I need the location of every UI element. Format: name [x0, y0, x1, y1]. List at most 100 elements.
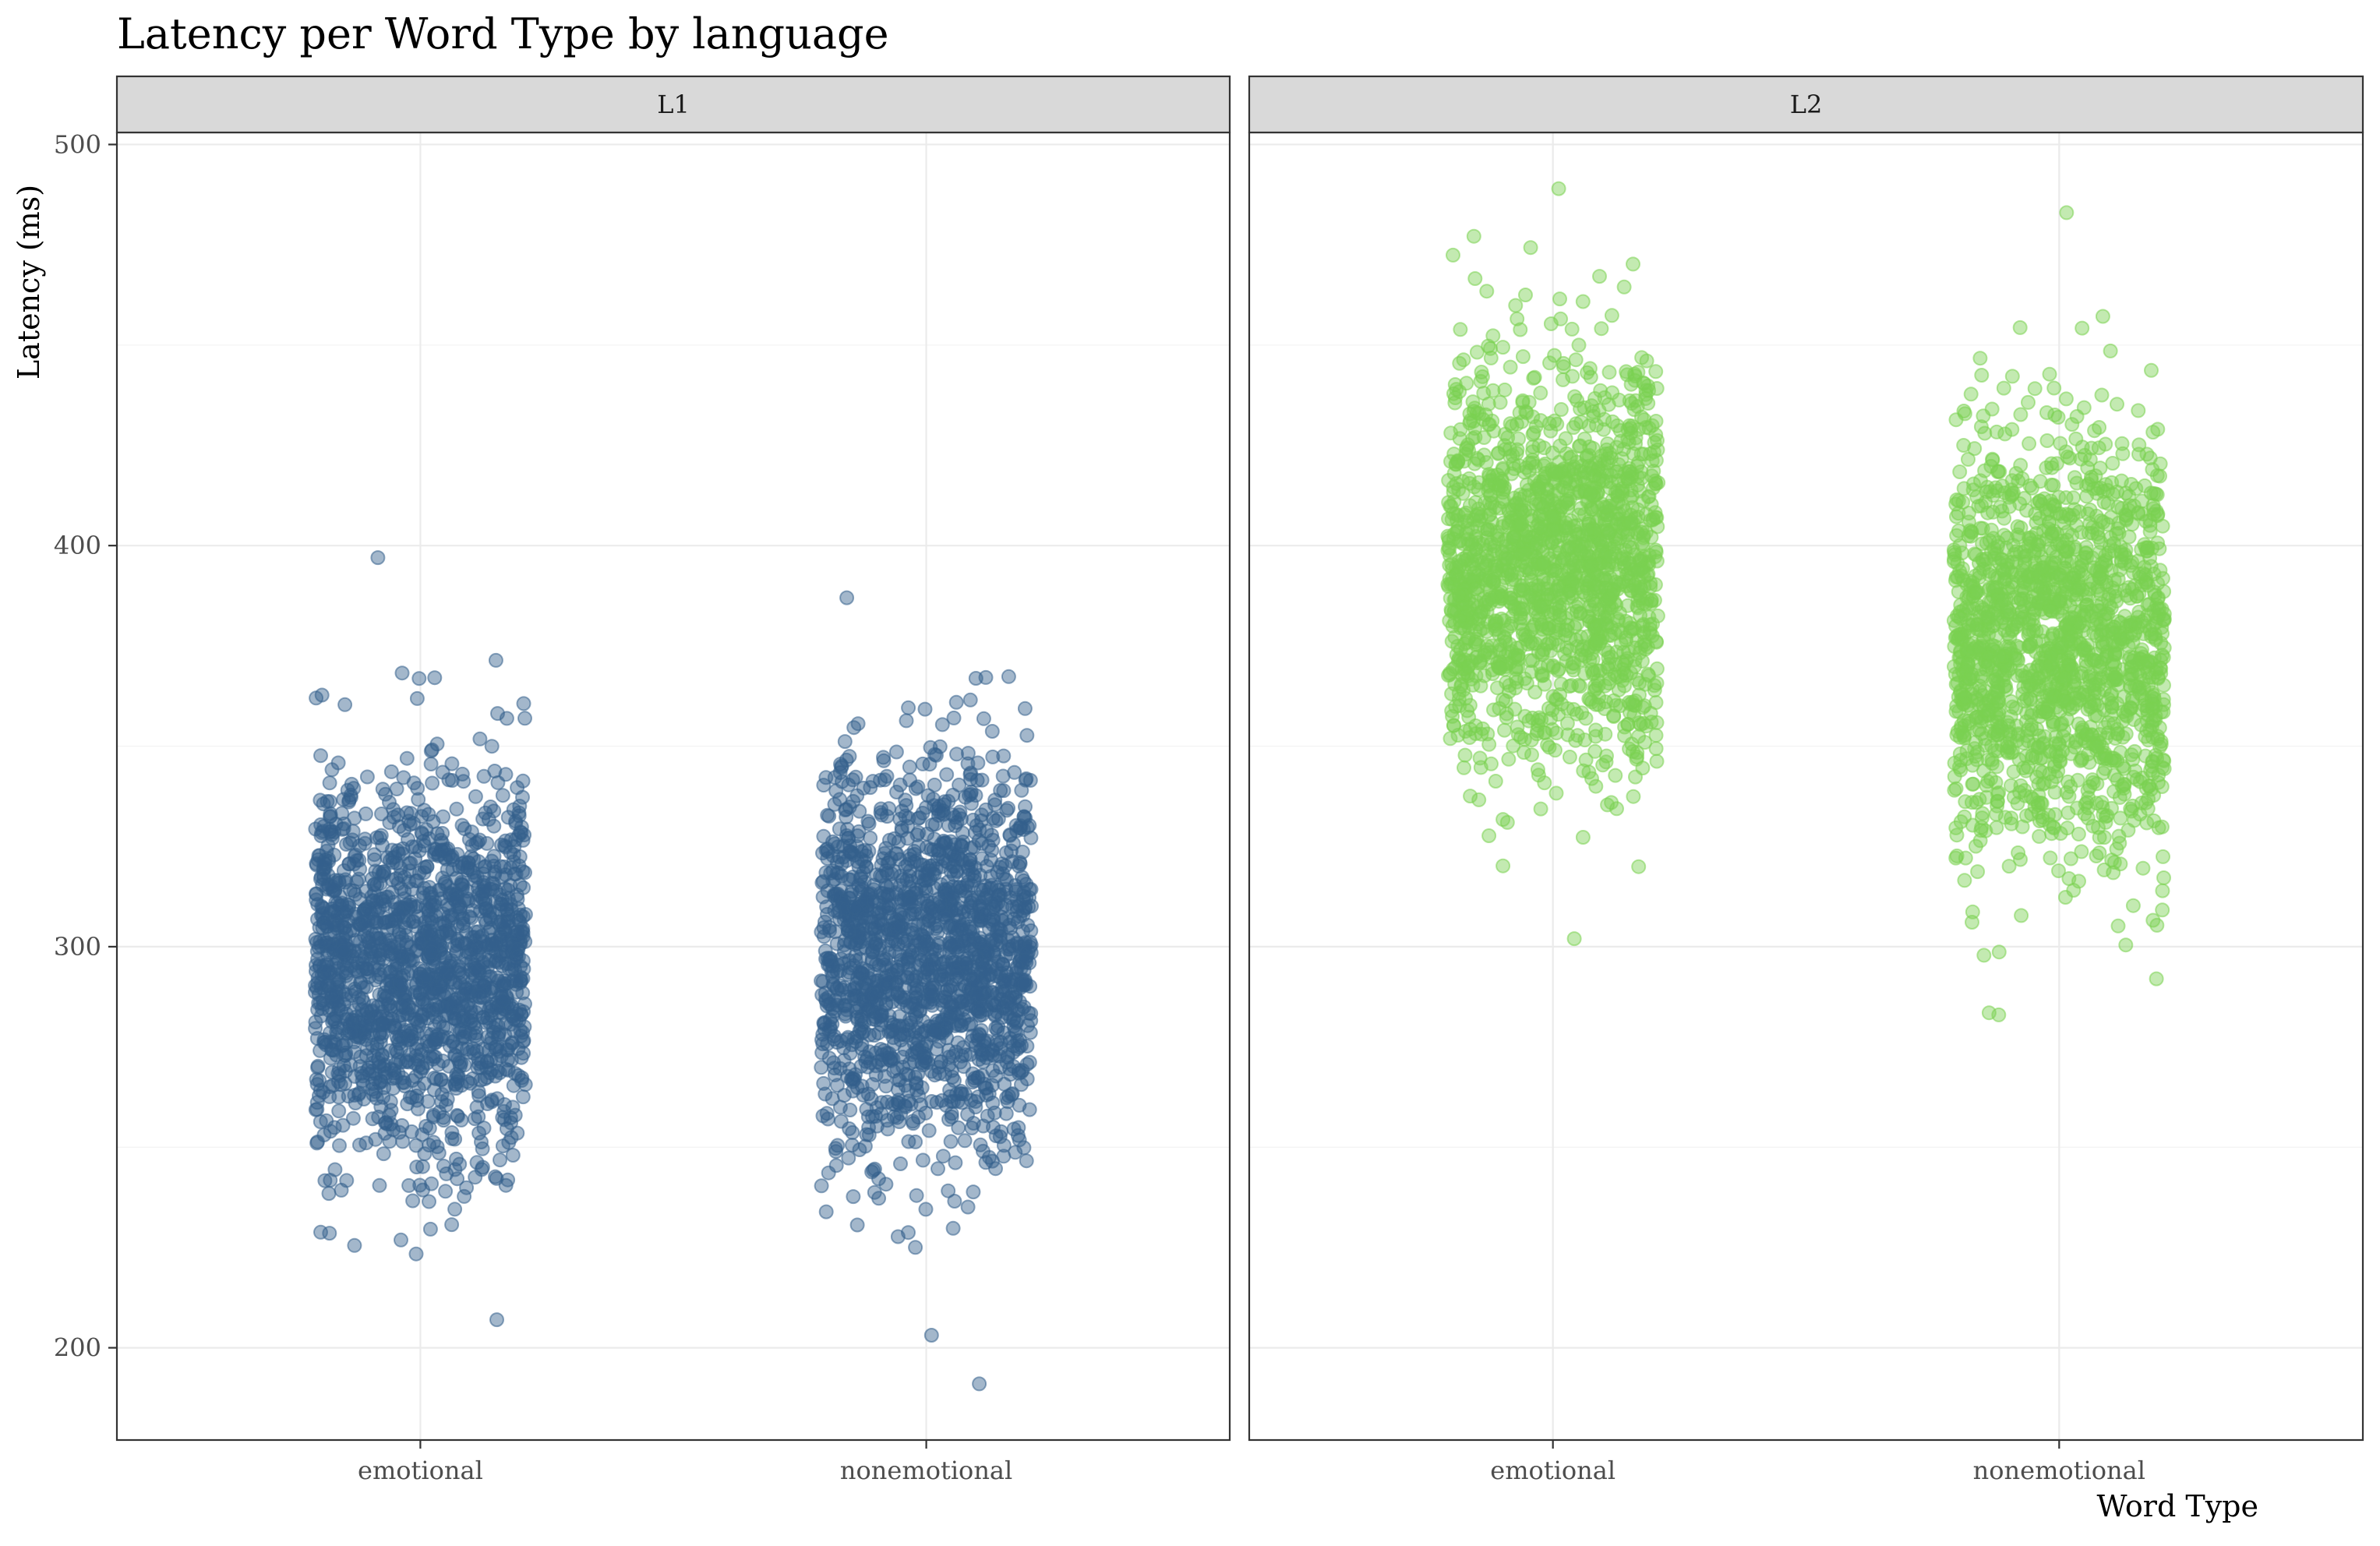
data-point — [323, 1187, 336, 1200]
data-point — [314, 749, 327, 762]
data-point — [515, 821, 528, 834]
data-point — [355, 1067, 368, 1080]
data-point — [442, 773, 455, 786]
data-point — [323, 1090, 336, 1103]
data-point — [412, 672, 426, 685]
data-point — [1584, 362, 1597, 375]
data-point — [518, 866, 531, 879]
data-point — [1593, 270, 1606, 283]
data-point — [976, 1048, 989, 1061]
data-point — [514, 1008, 528, 1022]
data-point — [821, 842, 834, 856]
data-point — [502, 884, 515, 897]
data-point — [1453, 555, 1466, 568]
data-point — [926, 905, 939, 918]
data-point — [489, 1070, 502, 1083]
data-point — [1575, 706, 1588, 719]
data-point — [878, 847, 892, 860]
data-point — [1462, 711, 1475, 724]
data-point — [971, 757, 984, 770]
data-point — [335, 1184, 348, 1197]
data-point — [483, 1016, 496, 1029]
data-point — [342, 796, 355, 809]
data-point — [1517, 603, 1530, 616]
data-point — [411, 1027, 424, 1040]
data-point — [909, 1241, 922, 1254]
data-point — [437, 1160, 450, 1173]
data-point — [1023, 1103, 1036, 1117]
data-point — [1632, 730, 1645, 743]
data-point — [900, 714, 913, 727]
data-point — [892, 1096, 906, 1110]
data-point — [323, 807, 337, 821]
data-point — [821, 809, 834, 822]
data-point — [980, 824, 994, 838]
data-point — [1020, 729, 1033, 742]
data-point — [1626, 257, 1640, 270]
data-point — [908, 981, 921, 994]
data-point — [1651, 476, 1665, 489]
data-point — [934, 740, 947, 754]
data-point — [1474, 761, 1488, 774]
data-point — [1617, 443, 1630, 456]
data-point — [1650, 742, 1663, 755]
data-point — [326, 880, 339, 893]
data-point — [496, 789, 510, 802]
data-point — [428, 671, 441, 684]
data-point — [894, 778, 907, 792]
data-point — [1482, 738, 1495, 751]
data-point — [496, 994, 509, 1008]
data-point — [916, 1081, 929, 1094]
data-point — [1001, 802, 1015, 815]
data-point — [874, 1005, 888, 1018]
data-point — [1480, 284, 1493, 298]
data-point — [515, 1051, 528, 1064]
data-point — [1641, 397, 1654, 410]
data-point — [881, 810, 894, 823]
data-point — [517, 1090, 530, 1103]
data-point — [1489, 775, 1503, 788]
data-point — [385, 765, 398, 778]
data-point — [502, 1136, 515, 1149]
data-point — [332, 1104, 345, 1117]
data-point — [1640, 355, 1654, 368]
data-point — [1618, 281, 1631, 294]
data-point — [397, 993, 410, 1006]
data-point — [453, 1022, 466, 1036]
data-point — [1531, 727, 1544, 740]
data-point — [469, 1006, 482, 1019]
data-point — [394, 1234, 408, 1247]
data-point — [1570, 417, 1583, 430]
data-point — [436, 836, 449, 849]
data-point — [468, 1170, 482, 1184]
data-point — [920, 1202, 933, 1216]
data-point — [867, 895, 881, 908]
data-point — [472, 1085, 486, 1099]
data-point — [491, 707, 504, 720]
data-point — [928, 917, 941, 930]
data-point — [1524, 563, 1537, 576]
data-point — [422, 914, 436, 927]
data-point — [851, 1219, 864, 1232]
data-point — [821, 908, 834, 921]
data-point — [1516, 396, 1529, 409]
y-tick-label: 400 — [54, 531, 101, 560]
data-point — [332, 757, 345, 770]
data-point — [1453, 357, 1466, 370]
data-point — [1018, 978, 1031, 991]
data-point — [1453, 323, 1467, 336]
data-point — [488, 849, 501, 863]
data-point — [959, 1134, 972, 1147]
data-point — [1526, 654, 1539, 667]
data-point — [493, 1153, 507, 1167]
data-point — [1608, 658, 1622, 671]
data-point — [973, 1009, 987, 1022]
data-point — [964, 694, 977, 707]
data-point — [1528, 371, 1541, 384]
data-point — [502, 810, 515, 824]
data-point — [486, 906, 500, 919]
x-tick-label: emotional — [358, 1456, 483, 1485]
data-point — [940, 768, 953, 782]
data-point — [337, 944, 350, 958]
data-point — [1552, 662, 1566, 676]
